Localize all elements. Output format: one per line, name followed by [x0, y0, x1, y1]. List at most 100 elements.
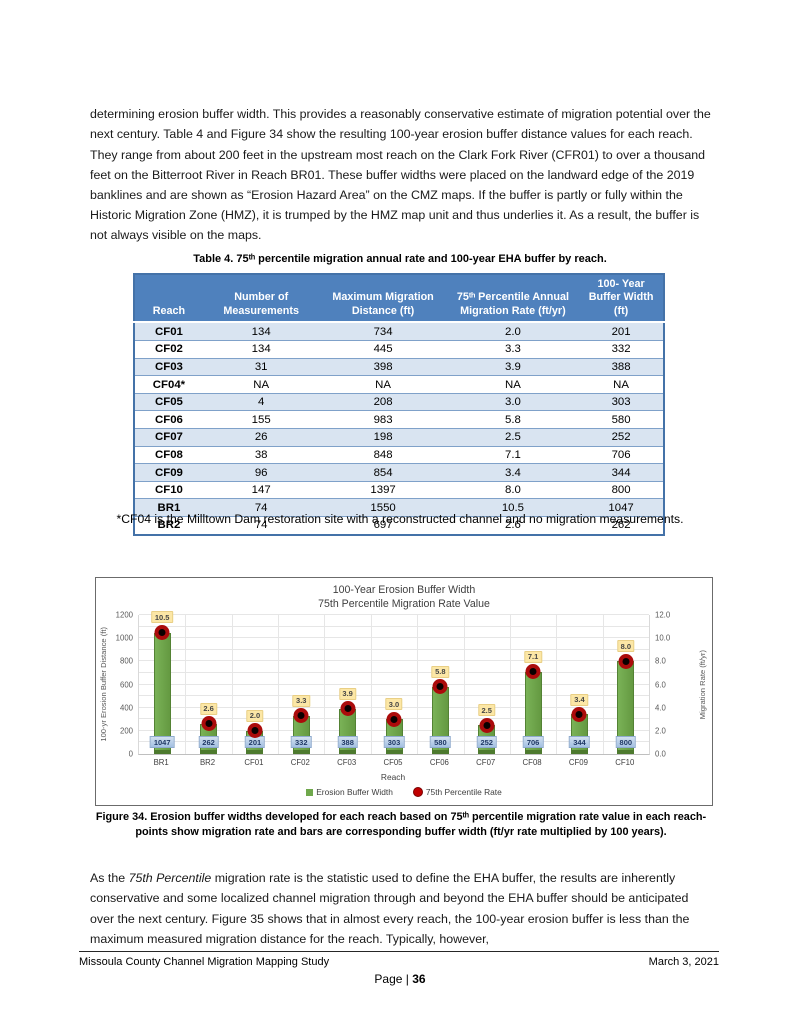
table-cell-value: 96	[254, 466, 268, 479]
rate-value-label: 3.0	[385, 698, 403, 711]
table-cell-reach: CF05	[155, 396, 183, 409]
data-table-container: Reach Number of Measurements Maximum Migra…	[133, 273, 665, 536]
page-number-prefix: Page |	[374, 972, 413, 986]
gridline-vertical	[370, 615, 372, 754]
gridline-vertical	[324, 615, 326, 754]
right-tick-label: 12.0	[655, 610, 671, 620]
x-tick-label: BR1	[153, 758, 169, 767]
right-tick-label: 8.0	[655, 656, 666, 666]
table-row: CF07 26 198 2.5 252	[134, 428, 664, 447]
bar-value-label: 252	[476, 736, 497, 748]
rate-value-label: 2.0	[246, 709, 264, 722]
right-tick-label: 10.0	[655, 633, 671, 643]
gridline-horizontal	[139, 683, 649, 685]
table-cell-reach: CF03	[155, 360, 183, 373]
rate-value-label: 3.9	[338, 687, 357, 700]
right-axis-ticks: 0.0 2.0 4.0 6.0 8.0 10.0 12.0	[652, 611, 678, 759]
page-number: Page | 36	[0, 972, 800, 986]
body-paragraph-2: As the 75th Percentile migration rate is…	[90, 868, 712, 948]
left-tick-label: 400	[119, 703, 133, 713]
x-tick-label: CF03	[337, 758, 357, 767]
table-row: CF05 4 208 3.0 303	[134, 393, 664, 411]
gridline-horizontal	[139, 625, 649, 627]
paragraph2-italic: 75th Percentile	[128, 871, 212, 886]
table-cell-value: 445	[373, 343, 393, 356]
table-row: BR1 74 1550 10.5 1047	[134, 498, 664, 517]
gridline-vertical	[417, 615, 419, 754]
table-cell-value: 38	[254, 448, 268, 461]
left-tick-label: 0	[128, 749, 133, 759]
table-col-header: 75ᵗʰ Percentile Annual Migration Rate (f…	[446, 274, 580, 324]
table-cell-value: 3.3	[505, 343, 521, 356]
table-cell-value: 5.8	[505, 413, 521, 426]
x-tick-label: BR2	[199, 758, 216, 767]
table-cell-reach: CF02	[155, 343, 183, 356]
table-cell-value: 198	[373, 431, 393, 444]
table-row: CF03 31 398 3.9 388	[134, 358, 664, 376]
table-cell-value: 983	[373, 413, 393, 426]
table-cell-value: 854	[373, 466, 393, 479]
body-paragraph-1: determining erosion buffer width. This p…	[90, 107, 711, 242]
left-tick-label: 200	[119, 726, 133, 736]
bar-value-label: 262	[198, 736, 219, 748]
gridline-horizontal	[139, 671, 649, 673]
red-dot-marker-icon	[412, 787, 423, 797]
table-cell-reach: CF10	[155, 484, 183, 497]
right-tick-label: 6.0	[655, 680, 666, 689]
migration-data-table: Reach Number of Measurements Maximum Migra…	[133, 273, 665, 536]
table-cell-value: 74	[254, 501, 268, 514]
paragraph2-post: migration rate is the statistic used to …	[90, 871, 690, 946]
table-row: CF02 134 445 3.3 332	[134, 340, 664, 359]
legend-label-buffer-width: Erosion Buffer Width	[316, 787, 393, 797]
table-cell-value: NA	[253, 378, 270, 391]
figure-34-chart: 100-Year Erosion Buffer Width 75th Perce…	[95, 577, 713, 806]
bar-value-label: 580	[430, 736, 451, 748]
bar-value-label: 800	[615, 736, 637, 748]
x-tick-label: CF09	[568, 758, 588, 767]
rate-value-label: 2.5	[478, 704, 496, 717]
right-axis-title-text: Migration Rate (ft/yr)	[698, 649, 707, 720]
table-cell-value: 1397	[370, 484, 396, 497]
left-tick-label: 800	[119, 656, 133, 666]
rate-marker-dot	[340, 701, 356, 717]
table-cell-value: 2.5	[505, 431, 521, 444]
figure-caption: Figure 34. Erosion buffer widths develop…	[95, 811, 707, 838]
x-tick-label: CF02	[290, 758, 310, 767]
table-row: CF09 96 854 3.4 344	[134, 463, 664, 482]
rate-marker-dot	[525, 664, 541, 680]
table-row: BR2 74 697 2.6 262	[134, 516, 664, 535]
table-cell-value: NA	[505, 378, 521, 391]
gridline-vertical	[602, 615, 604, 754]
table-cell-value: 2.6	[505, 519, 521, 532]
table-cell-value: 3.4	[505, 466, 521, 479]
left-tick-label: 1200	[115, 610, 133, 620]
table-cell-value: 4	[258, 396, 265, 409]
right-tick-label: 2.0	[655, 726, 666, 736]
table-row: CF01 134 734 2.0 201	[134, 322, 664, 341]
table-cell-value: 201	[611, 325, 631, 338]
table-row: CF06 155 983 5.8 580	[134, 410, 664, 429]
table-body: CF01 134 734 2.0 201 CF02 134 445 3.3 332 CF03 31 39…	[134, 322, 664, 535]
table-cell-value: 26	[254, 431, 268, 444]
table-row: CF08 38 848 7.1 706	[134, 446, 664, 464]
gridline-horizontal	[139, 648, 649, 650]
table-cell-value: 74	[254, 519, 268, 532]
gridline-horizontal	[139, 637, 649, 639]
x-tick-label: CF08	[522, 758, 542, 767]
table-cell-value: 2.0	[505, 325, 521, 338]
chart-title: 100-Year Erosion Buffer Width	[332, 584, 476, 596]
table-cell-value: 10.5	[501, 501, 524, 514]
table-col-header: Number of Measurements	[202, 274, 320, 324]
x-tick-label: CF06	[429, 758, 449, 767]
rate-marker-dot	[618, 653, 634, 669]
right-tick-label: 0.0	[655, 749, 666, 759]
left-axis-ticks: 0 200 400 600 800 1000 1200	[110, 611, 136, 759]
rate-value-label: 10.5	[151, 611, 173, 624]
right-tick-label: 4.0	[655, 703, 666, 713]
left-tick-label: 600	[119, 680, 133, 689]
table-cell-value: 1047	[608, 501, 634, 514]
gridline-horizontal	[139, 660, 649, 662]
x-tick-label: CF05	[383, 758, 403, 767]
table-col-header: 100- Year Buffer Width (ft)	[579, 274, 664, 324]
table-cell-value: 208	[373, 396, 393, 409]
